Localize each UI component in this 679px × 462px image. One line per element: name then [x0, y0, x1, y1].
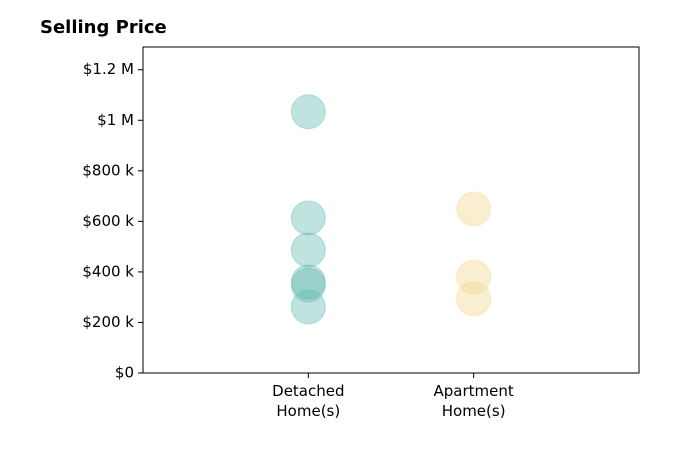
x-tick-label: Apartment Home(s) [433, 382, 514, 420]
point [290, 264, 326, 300]
chart-title: Selling Price [40, 17, 167, 38]
point [290, 94, 326, 130]
y-tick-label: $400 k [82, 262, 134, 280]
point [290, 267, 326, 303]
y-tick-label: $200 k [82, 313, 134, 331]
point [290, 200, 326, 236]
point [290, 232, 326, 268]
y-tick-label: $0 [115, 364, 134, 382]
point [456, 259, 492, 295]
point [456, 191, 492, 227]
plot-frame [142, 46, 640, 374]
point [456, 281, 492, 317]
y-tick-label: $1 M [97, 111, 134, 129]
x-tick-label: Detached Home(s) [272, 382, 345, 420]
point [290, 289, 326, 325]
y-tick-label: $600 k [82, 212, 134, 230]
y-tick-label: $1.2 M [83, 60, 134, 78]
y-tick-label: $800 k [82, 161, 134, 179]
